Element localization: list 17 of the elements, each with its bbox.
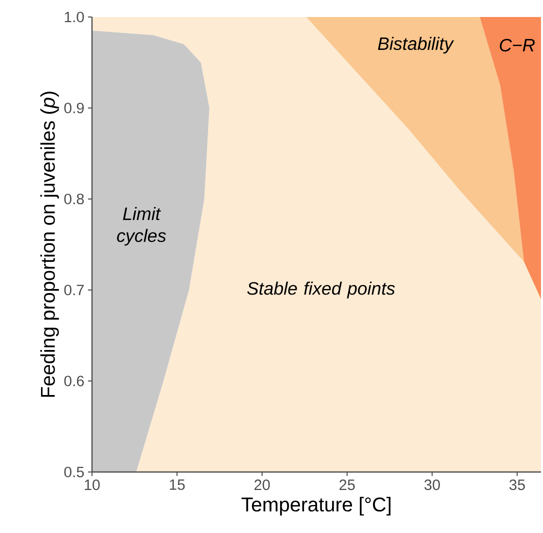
y-tick-label: 0.7 — [64, 284, 84, 296]
series-label: Stable fixed points — [247, 282, 395, 298]
y-tick-label: 1.0 — [64, 12, 84, 22]
y-tick-label: 0.9 — [64, 102, 84, 114]
y-tick-label: 0.8 — [64, 194, 84, 204]
x-axis-title: Temperature [°C] — [242, 496, 390, 516]
x-tick-label: 30 — [424, 480, 440, 490]
x-tick-label: 35 — [509, 480, 525, 490]
x-tick-label: 10 — [84, 480, 100, 490]
x-tick-label: 15 — [170, 480, 185, 490]
x-tick-label: 25 — [340, 480, 355, 490]
x-tick-label: 20 — [254, 480, 270, 490]
series-label: Bistability — [378, 36, 454, 54]
series-label: Limit cycles — [117, 206, 166, 246]
y-tick-label: 0.6 — [64, 376, 84, 386]
series-label: C−R — [500, 38, 535, 52]
y-tick-label: 0.5 — [64, 466, 84, 478]
